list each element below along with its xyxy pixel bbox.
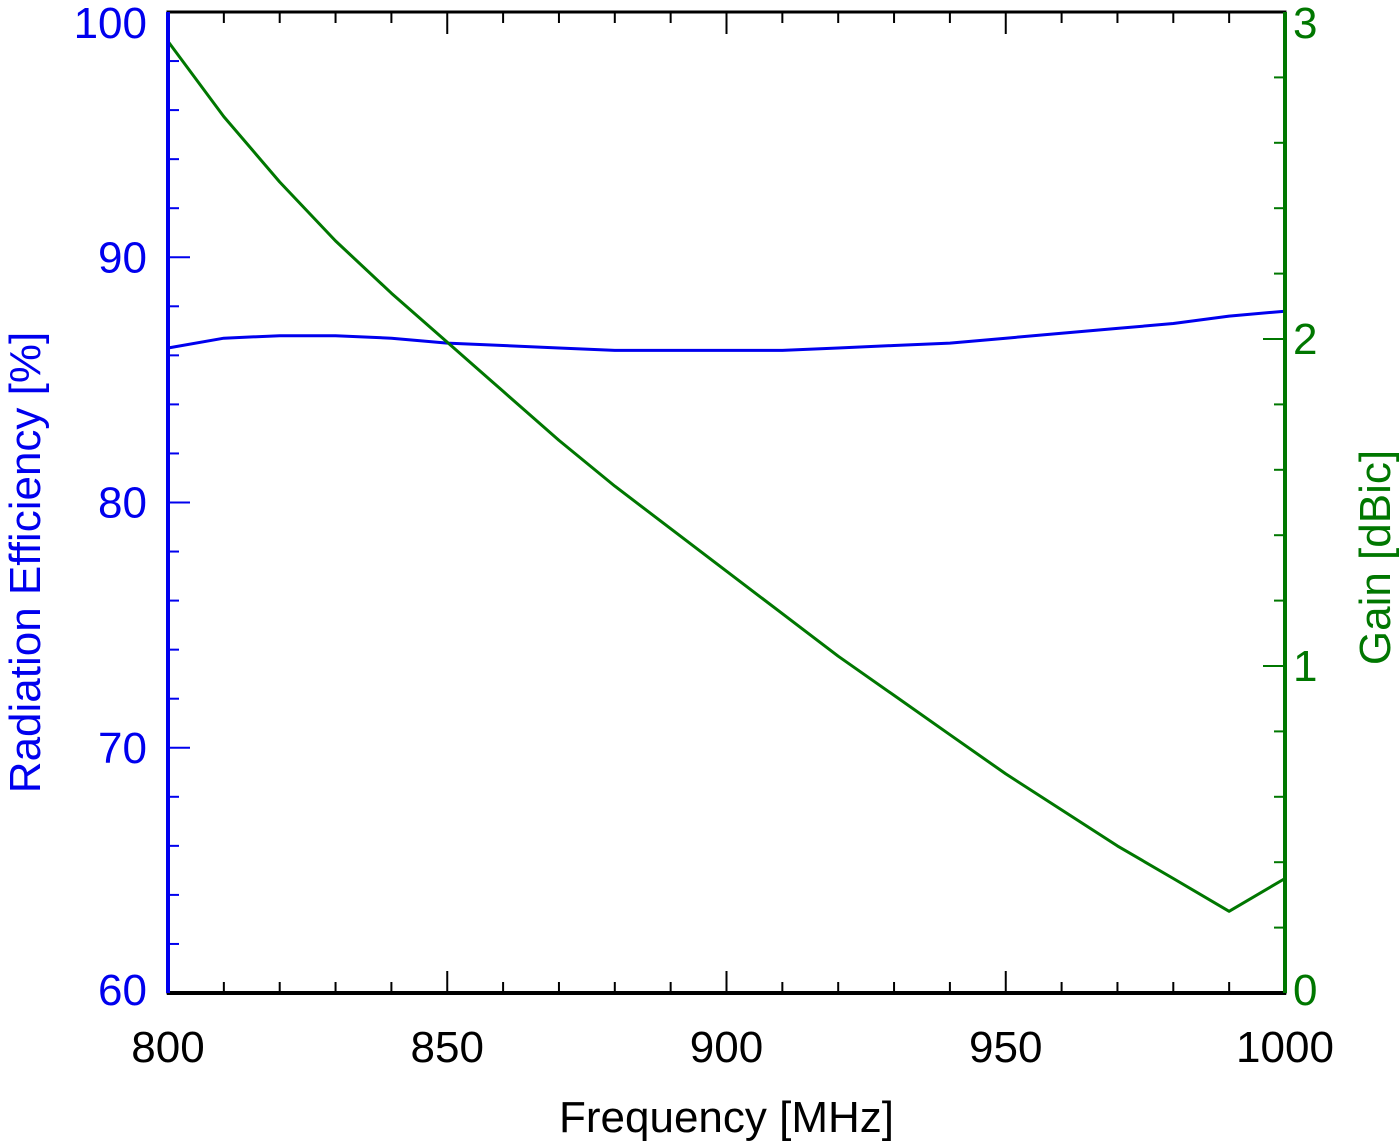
series-layer [166,40,1286,913]
left-y-tick-label: 80 [98,479,147,528]
right-y-tick-label: 2 [1293,315,1317,364]
right-y-axis-title: Gain [dBic] [1351,450,1400,665]
left-y-axis-title: Radiation Efficiency [%] [1,332,50,793]
left-y-axis-line [166,12,170,993]
x-tick-label: 800 [131,1023,204,1072]
minor-ticks [168,12,1285,993]
right-y-tick-label: 1 [1293,642,1317,691]
x-tick-label: 950 [969,1023,1042,1072]
x-tick-label: 1000 [1236,1023,1334,1072]
x-axis-title: Frequency [MHz] [559,1093,894,1142]
left-y-tick-label: 100 [74,0,147,48]
left-y-tick-label: 60 [98,966,147,1015]
right-y-axis-line [1283,12,1287,993]
right-y-tick-label: 0 [1293,966,1317,1015]
efficiency-line [167,309,1286,352]
left-y-tick-label: 90 [98,233,147,282]
plot-area [166,10,1287,995]
x-tick-label: 900 [690,1023,763,1072]
x-axis-line [167,991,1286,995]
left-y-tick-label: 70 [98,724,147,773]
x-tick-label: 850 [411,1023,484,1072]
gain-line [166,40,1286,913]
right-y-tick-label: 3 [1293,0,1317,48]
